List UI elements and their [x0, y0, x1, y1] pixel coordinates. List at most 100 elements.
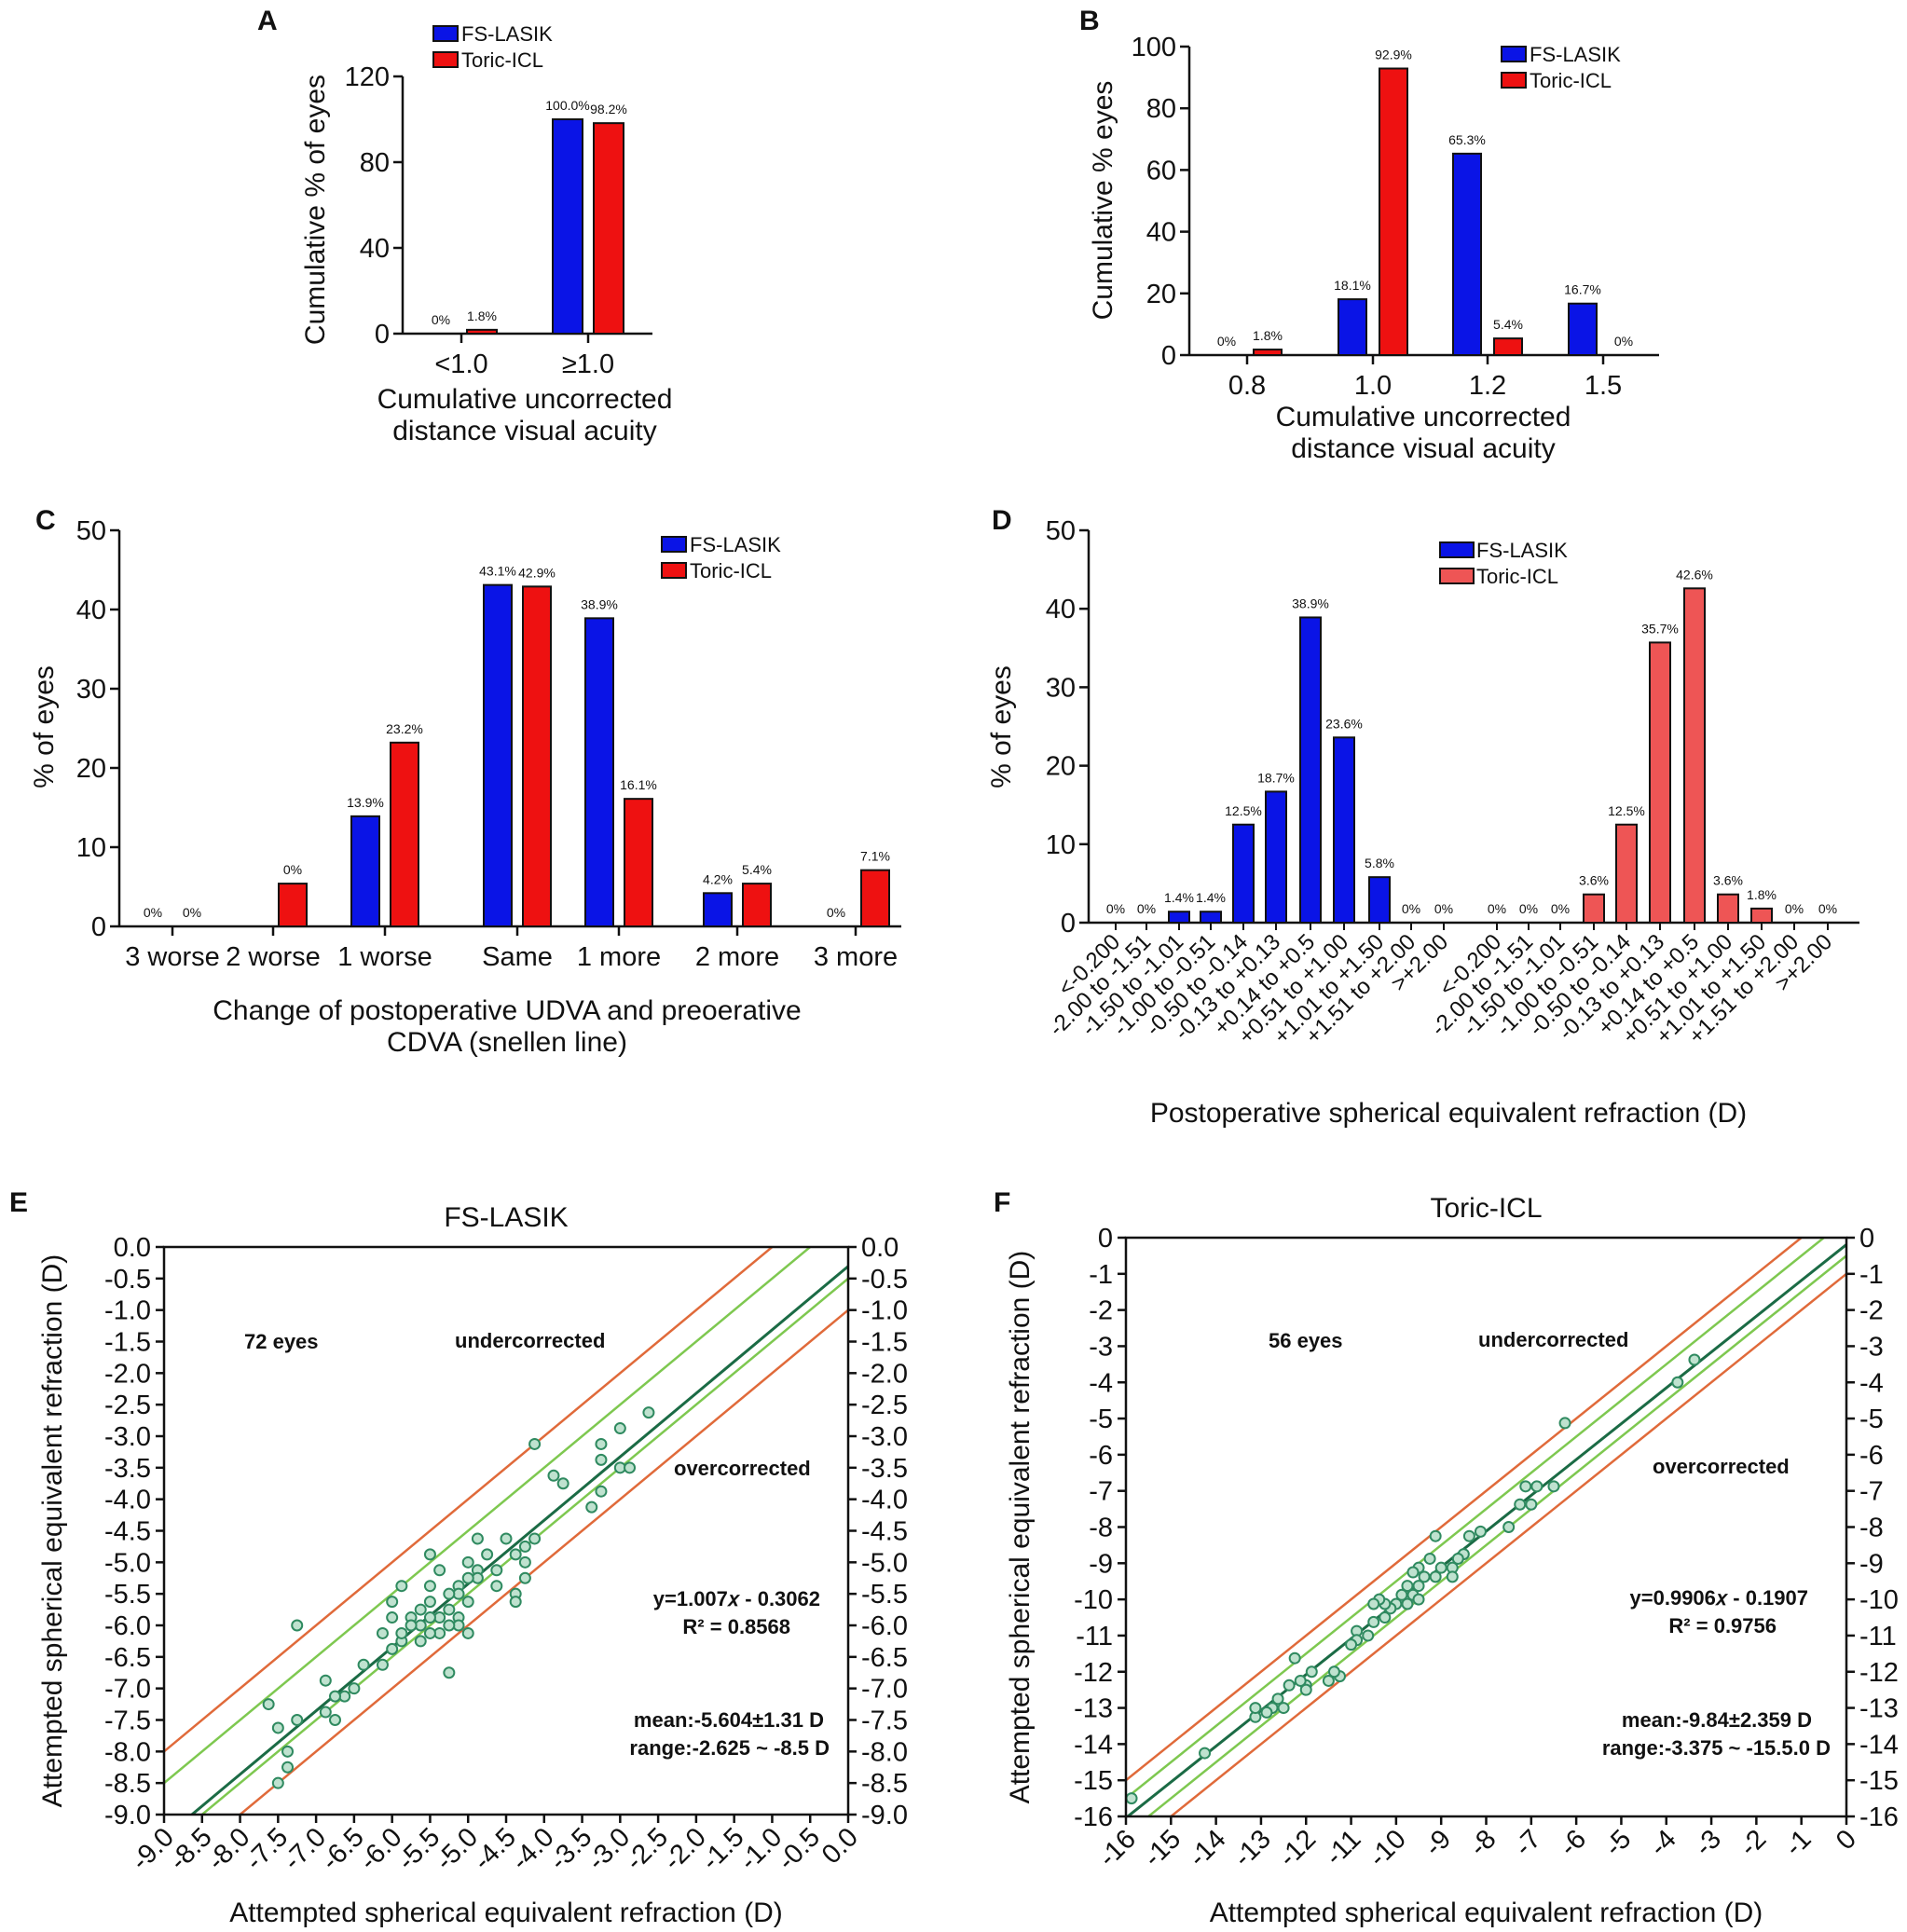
y-tick-label-right: -4 — [1859, 1368, 1884, 1398]
outer-band-upper — [1126, 1238, 1804, 1782]
bar-value-label: 0% — [1106, 901, 1125, 916]
y-tick-label-right: -9 — [1859, 1549, 1884, 1579]
data-point — [1412, 1593, 1425, 1606]
y-tick-label: 50 — [76, 516, 106, 546]
data-point — [271, 1776, 284, 1789]
bar-fs-lasik — [1333, 736, 1355, 925]
overcorrected-label: overcorrected — [674, 1457, 811, 1480]
y-tick-label-right: -9.0 — [861, 1801, 908, 1830]
x-tick-label: <1.0 — [434, 349, 487, 379]
data-point — [490, 1580, 503, 1593]
y-tick-label-left: -1 — [1089, 1260, 1113, 1290]
data-point — [490, 1564, 503, 1577]
legend-label: FS-LASIK — [1476, 539, 1568, 562]
data-point — [1345, 1638, 1358, 1651]
y-axis-label: Cumulative % of eyes — [300, 75, 331, 345]
bar-value-label: 1.8% — [467, 308, 497, 323]
x-tick-label: -11 — [1320, 1824, 1367, 1871]
bar-value-label: 42.9% — [518, 565, 556, 580]
y-tick-label-left: -2.5 — [104, 1391, 151, 1420]
bar-toric-icl — [1683, 587, 1706, 924]
y-tick-label: 20 — [76, 754, 106, 784]
data-point — [1519, 1480, 1532, 1493]
plot-area — [164, 1247, 848, 1815]
x-tick-label: 3 worse — [125, 942, 220, 972]
y-tick-label-right: -16 — [1859, 1802, 1899, 1832]
x-tick-label: Same — [482, 942, 553, 972]
data-point — [461, 1596, 474, 1609]
y-tick-label-right: -2.0 — [861, 1359, 908, 1389]
x-tick-label: 1 more — [577, 942, 661, 972]
legend-swatch — [432, 25, 459, 42]
data-point — [481, 1548, 494, 1561]
y-tick-label-right: -6.5 — [861, 1643, 908, 1673]
bar-fs-lasik — [1299, 616, 1322, 924]
data-point — [1260, 1706, 1273, 1719]
bar-toric-icl — [1750, 907, 1773, 924]
bar-value-label: 38.9% — [581, 596, 618, 611]
bar-toric-icl — [1379, 67, 1408, 356]
undercorrected-label: undercorrected — [1478, 1328, 1628, 1351]
bar-toric-icl — [742, 883, 772, 927]
x-axis-label: Cumulative uncorrected — [377, 384, 673, 415]
data-point — [518, 1555, 531, 1569]
panel-c-bar-chart: C 0 10 20 30 40 50 % of eyes 0% 0% 3 worse 0% 2 wors… — [29, 505, 901, 1058]
data-point — [423, 1626, 436, 1639]
bar-toric-icl — [1493, 337, 1523, 357]
y-tick-label: 0 — [1061, 909, 1076, 939]
legend-label: Toric-ICL — [1476, 565, 1558, 588]
data-point — [1514, 1498, 1527, 1511]
regression-line — [189, 1265, 848, 1815]
legend-label: Toric-ICL — [461, 48, 543, 72]
bar-fs-lasik — [483, 583, 513, 928]
data-point — [329, 1714, 341, 1726]
data-point — [1367, 1597, 1380, 1610]
y-tick-label: 20 — [1146, 280, 1176, 309]
x-axis-label: Cumulative uncorrected — [1276, 402, 1571, 432]
legend-swatch — [1439, 568, 1475, 584]
data-point — [595, 1453, 608, 1466]
data-point — [1305, 1665, 1318, 1679]
data-point — [329, 1690, 341, 1703]
bar-value-label: 5.8% — [1365, 856, 1394, 870]
y-tick-label-left: -9.0 — [104, 1801, 151, 1830]
data-point — [1322, 1674, 1335, 1687]
bar-value-label: 16.1% — [620, 777, 657, 792]
y-axis-label: Attempted spherical equivalent refractio… — [37, 1254, 68, 1808]
x-tick-label: 2 worse — [226, 942, 321, 972]
data-point — [461, 1626, 474, 1639]
data-point — [1474, 1525, 1487, 1538]
panel-b-bar-chart: B 0 20 40 60 80 100 Cumulative % eyes 0% 1.8% 0.8 1… — [1079, 6, 1659, 464]
x-tick-label: 1.2 — [1469, 371, 1506, 401]
y-tick-label-right: -0.5 — [861, 1265, 908, 1295]
y-tick-label-right: -13 — [1859, 1694, 1899, 1724]
data-point — [405, 1619, 418, 1632]
x-axis-label: Attempted spherical equivalent refractio… — [1210, 1898, 1763, 1928]
data-point — [423, 1611, 436, 1624]
data-point — [423, 1596, 436, 1609]
data-point — [376, 1658, 389, 1671]
x-tick-label: ≥1.0 — [562, 349, 614, 379]
y-tick-label-right: -8.0 — [861, 1737, 908, 1767]
bar-value-label: 0% — [827, 905, 845, 920]
r-squared: R² = 0.9756 — [1668, 1614, 1777, 1637]
data-point — [518, 1571, 531, 1584]
y-tick-label-right: -8 — [1859, 1514, 1884, 1543]
y-tick-label-left: -0.5 — [104, 1265, 151, 1295]
eye-count-label: 56 eyes — [1269, 1329, 1343, 1352]
x-tick-label: 0 — [1831, 1824, 1862, 1856]
panel-a-bar-chart: A 0 40 80 120 Cumulative % of eyes 0% 1.8% <1.0 1… — [257, 6, 672, 446]
inner-band-lower — [1146, 1254, 1846, 1816]
y-tick-label: 0 — [91, 912, 106, 942]
data-point — [642, 1406, 655, 1419]
y-tick-label-left: -8 — [1089, 1514, 1113, 1543]
y-tick-label: 50 — [1046, 516, 1076, 546]
y-axis-label: % of eyes — [29, 665, 60, 788]
bar-fs-lasik — [552, 118, 583, 335]
range-label: range:-2.625 ~ -8.5 D — [629, 1736, 830, 1760]
legend-swatch — [661, 562, 687, 579]
data-point — [1418, 1570, 1431, 1583]
y-tick-label-right: -5.5 — [861, 1580, 908, 1610]
data-point — [1558, 1417, 1571, 1430]
data-point — [1547, 1480, 1560, 1493]
